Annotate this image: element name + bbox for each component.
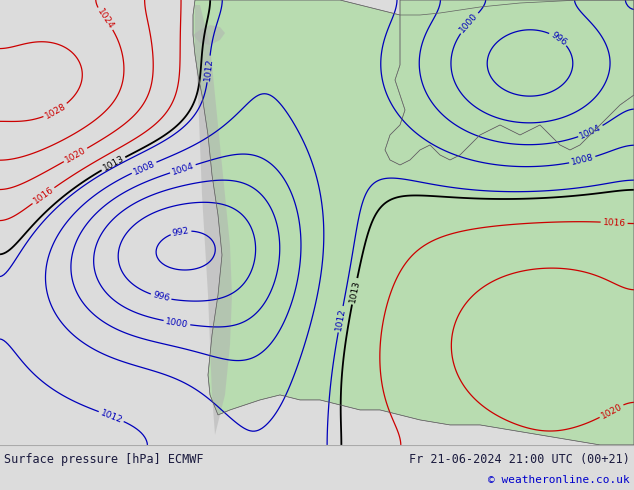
- Polygon shape: [193, 25, 225, 45]
- Text: 1008: 1008: [570, 153, 595, 167]
- Text: 992: 992: [172, 226, 190, 238]
- Text: 1016: 1016: [32, 185, 55, 206]
- Polygon shape: [385, 0, 634, 165]
- Text: 1028: 1028: [44, 101, 68, 121]
- Polygon shape: [195, 5, 232, 435]
- Text: 1012: 1012: [203, 57, 214, 81]
- Text: 1008: 1008: [132, 159, 157, 176]
- Text: 1000: 1000: [165, 317, 189, 329]
- Text: Fr 21-06-2024 21:00 UTC (00+21): Fr 21-06-2024 21:00 UTC (00+21): [409, 453, 630, 466]
- Text: 1016: 1016: [602, 218, 626, 228]
- Text: 1004: 1004: [578, 123, 603, 141]
- Text: 1000: 1000: [458, 11, 480, 35]
- Text: 1013: 1013: [101, 154, 126, 173]
- Text: © weatheronline.co.uk: © weatheronline.co.uk: [488, 475, 630, 485]
- Text: 1013: 1013: [348, 279, 361, 303]
- Text: 996: 996: [549, 30, 568, 47]
- Text: 1012: 1012: [99, 408, 124, 425]
- Text: 1020: 1020: [599, 402, 624, 420]
- Text: 1004: 1004: [171, 161, 195, 176]
- Text: 1020: 1020: [63, 146, 87, 165]
- Text: Surface pressure [hPa] ECMWF: Surface pressure [hPa] ECMWF: [4, 453, 204, 466]
- Polygon shape: [193, 0, 634, 445]
- Text: 1024: 1024: [95, 7, 115, 31]
- Text: 1012: 1012: [334, 307, 347, 331]
- Text: 996: 996: [152, 291, 171, 304]
